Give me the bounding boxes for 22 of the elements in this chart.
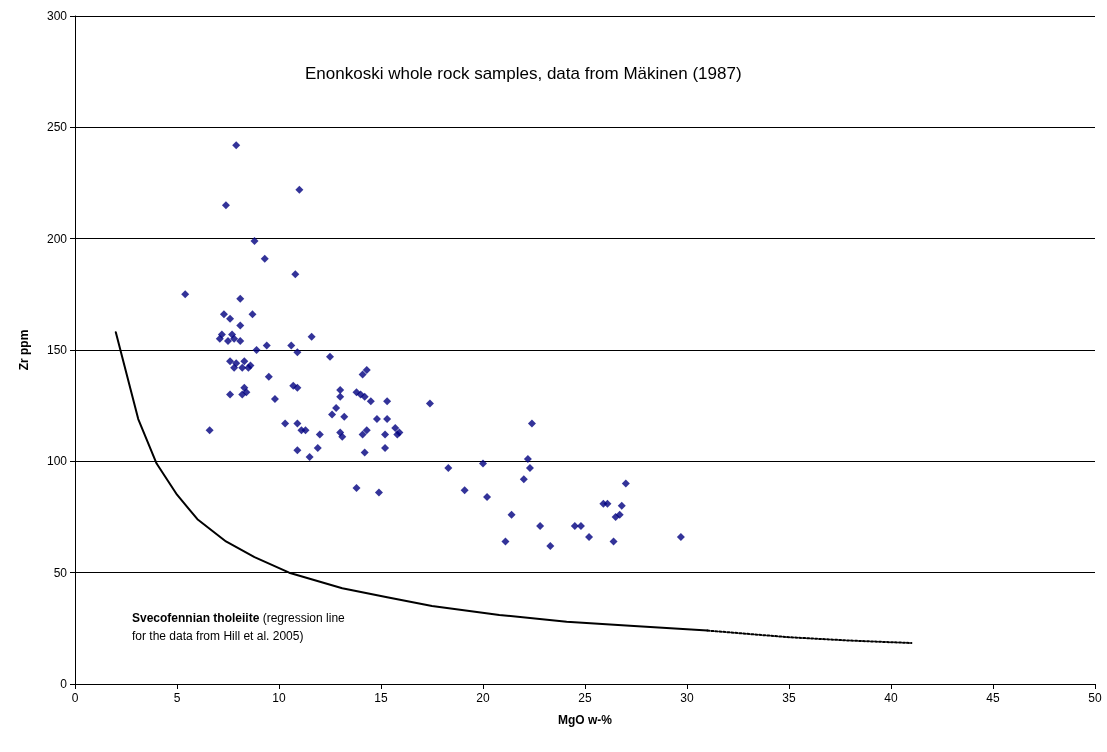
y-tick-label: 250 — [46, 120, 68, 135]
y-tick-label: 150 — [46, 343, 68, 357]
y-tick-label: 50 — [53, 565, 68, 580]
x-tick-label: 5 — [173, 691, 181, 705]
x-tick-label: 10 — [272, 691, 286, 705]
y-tick-label: 200 — [46, 231, 68, 246]
text: Enonkoski whole rock samples, data from Mäkinen (1987) — [305, 64, 742, 83]
x-tick-label: 40 — [884, 691, 898, 705]
x-tick-label: 35 — [782, 691, 796, 705]
y-tick-label: 300 — [46, 9, 68, 23]
x-tick-label: 15 — [374, 691, 388, 705]
x-tick-label: 50 — [1088, 691, 1102, 705]
x-tick-label: 25 — [578, 691, 592, 705]
x-tick-label: 20 — [476, 691, 490, 705]
y-tick-label: 100 — [46, 454, 68, 469]
annotation: Svecofennian tholeiite (regression line for the data from Hill et al. 2005) — [132, 611, 346, 643]
x-tick-label: 0 — [71, 691, 79, 705]
x-tick-label: 45 — [986, 691, 1000, 705]
x-tick-label: 30 — [680, 691, 694, 705]
y-axis-title: Zr ppm — [17, 329, 31, 371]
y-tick-label: 0 — [60, 677, 68, 691]
x-axis-title: MgO w-% — [558, 713, 613, 727]
